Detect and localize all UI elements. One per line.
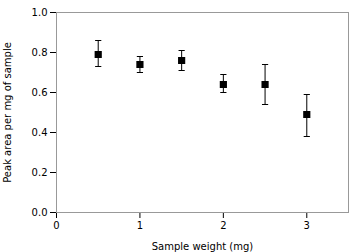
svg-text:2: 2	[220, 220, 226, 231]
svg-text:3: 3	[304, 220, 310, 231]
svg-text:0.0: 0.0	[32, 207, 48, 218]
svg-text:Sample weight (mg): Sample weight (mg)	[152, 241, 254, 252]
svg-text:0.6: 0.6	[32, 87, 48, 98]
svg-text:Peak area per mg of sample: Peak area per mg of sample	[2, 42, 13, 183]
svg-text:0: 0	[53, 220, 59, 231]
svg-text:0.4: 0.4	[32, 127, 48, 138]
svg-text:1.0: 1.0	[32, 7, 48, 18]
svg-text:0.2: 0.2	[32, 167, 48, 178]
svg-text:1: 1	[137, 220, 143, 231]
svg-text:0.8: 0.8	[32, 47, 48, 58]
